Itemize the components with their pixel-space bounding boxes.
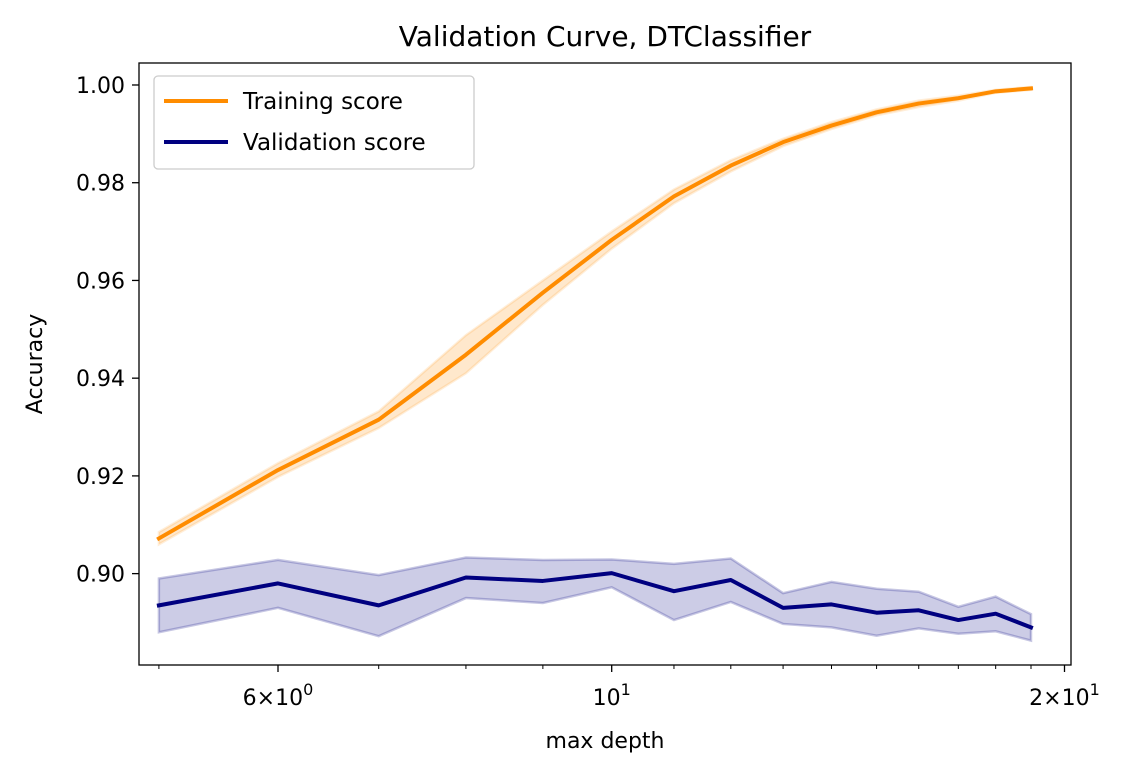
y-tick-label: 0.96 [76, 269, 125, 294]
y-axis-ticks: 0.90 0.92 0.94 0.96 0.98 1.00 [76, 74, 139, 588]
x-tick-label: 2×101 [1029, 680, 1100, 711]
legend-label-training: Training score [242, 89, 403, 115]
x-axis-ticks: 6×100 101 2×101 [158, 665, 1100, 711]
y-tick-label: 0.92 [76, 465, 125, 490]
legend: Training score Validation score [153, 75, 475, 170]
y-tick-label: 0.90 [76, 563, 125, 588]
y-tick-label: 0.98 [76, 172, 125, 197]
y-tick-label: 0.94 [76, 367, 125, 392]
legend-box [153, 75, 475, 170]
validation-score-line [156, 571, 1034, 630]
training-score-line [156, 86, 1034, 542]
y-tick-label: 1.00 [76, 74, 125, 99]
series-lines [156, 86, 1034, 630]
x-axis-label: max depth [546, 729, 665, 754]
x-tick-label: 101 [593, 680, 631, 711]
validation-score-band [157, 556, 1033, 643]
plot-frame [138, 62, 1072, 666]
x-tick-label: 6×100 [243, 680, 314, 711]
chart-title: Validation Curve, DTClassifier [399, 20, 812, 53]
y-axis-label: Accuracy [23, 314, 48, 414]
legend-label-validation: Validation score [243, 130, 426, 156]
